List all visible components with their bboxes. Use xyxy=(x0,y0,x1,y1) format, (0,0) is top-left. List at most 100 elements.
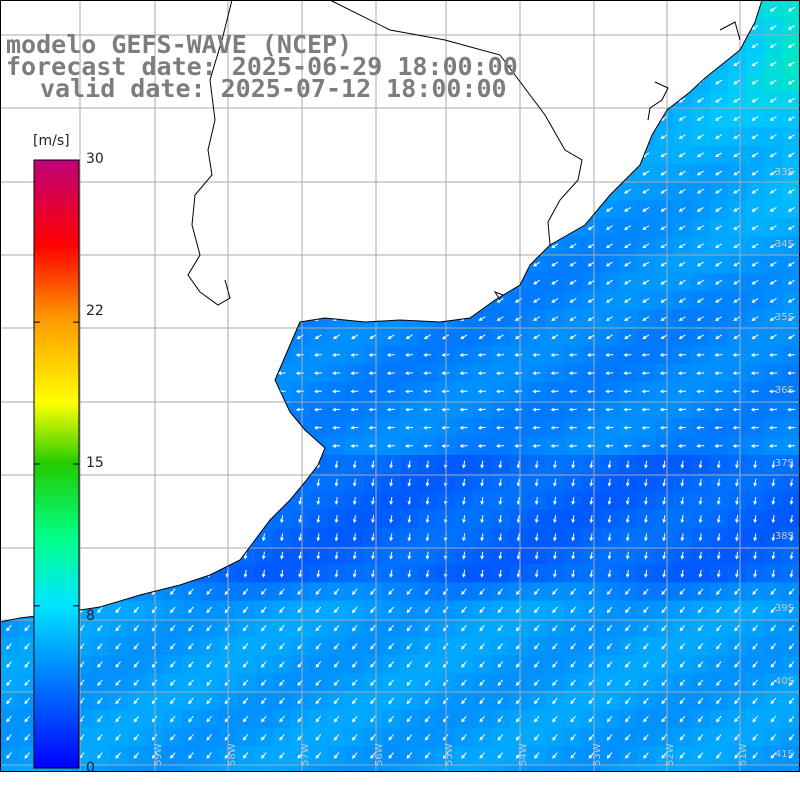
wind-arrow xyxy=(406,715,413,723)
wind-arrow xyxy=(644,460,648,469)
wind-arrow xyxy=(462,496,466,505)
wind-arrow xyxy=(587,225,595,230)
wind-arrow xyxy=(388,588,394,596)
wind-arrow xyxy=(733,170,741,176)
wind-arrow xyxy=(750,444,759,448)
wind-arrow xyxy=(170,734,176,741)
wind-arrow xyxy=(787,279,795,285)
wind-arrow xyxy=(188,734,194,741)
wind-arrow xyxy=(479,715,485,723)
wind-arrow xyxy=(333,715,340,723)
wind-arrow xyxy=(696,243,704,249)
wind-arrow xyxy=(770,643,777,650)
wind-arrow xyxy=(533,334,541,340)
wind-arrow xyxy=(188,643,194,650)
wind-arrow xyxy=(534,624,540,632)
wind-arrow xyxy=(680,533,685,542)
wind-arrow xyxy=(570,697,576,705)
wind-arrow xyxy=(752,734,758,741)
wind-arrow xyxy=(206,661,212,668)
wind-arrow xyxy=(368,407,377,412)
wind-arrow xyxy=(350,444,359,448)
colorbar-tick-30: 30 xyxy=(86,151,104,167)
wind-arrow xyxy=(642,225,650,230)
wind-arrow xyxy=(370,661,376,668)
wind-arrow xyxy=(643,679,649,687)
wind-arrow xyxy=(625,606,631,614)
wind-arrow xyxy=(787,243,795,249)
wind-arrow xyxy=(423,425,432,430)
wind-arrow xyxy=(242,752,249,759)
wind-arrow xyxy=(115,715,121,723)
latitude-label: 35S xyxy=(775,312,794,323)
wind-arrow xyxy=(388,734,394,741)
wind-arrow xyxy=(315,715,322,723)
wind-arrow xyxy=(623,371,632,376)
wind-cell xyxy=(236,764,256,772)
wind-arrow xyxy=(787,407,796,412)
wind-arrow xyxy=(133,661,140,668)
wind-arrow xyxy=(697,643,704,650)
wind-arrow xyxy=(352,643,358,650)
wind-arrow xyxy=(388,752,394,759)
wind-arrow xyxy=(715,243,723,249)
wind-arrow xyxy=(313,407,323,412)
wind-arrow xyxy=(552,715,558,723)
wind-arrow xyxy=(787,353,796,357)
wind-arrow xyxy=(261,551,266,560)
wind-arrow xyxy=(424,606,431,614)
wind-arrow xyxy=(698,569,703,578)
wind-arrow xyxy=(716,643,722,650)
wind-arrow xyxy=(642,261,650,267)
wind-arrow xyxy=(389,551,393,560)
wind-arrow xyxy=(624,225,632,230)
wind-arrow xyxy=(261,734,267,741)
wind-arrow xyxy=(625,734,631,741)
wind-arrow xyxy=(643,661,649,668)
wind-arrow xyxy=(498,460,503,469)
wind-arrow xyxy=(424,643,431,650)
wind-arrow xyxy=(787,116,795,121)
wind-arrow xyxy=(677,407,687,412)
wind-arrow xyxy=(407,478,412,487)
wind-arrow xyxy=(605,243,613,249)
wind-arrow xyxy=(769,261,777,267)
wind-arrow xyxy=(716,734,722,741)
wind-arrow xyxy=(206,734,212,741)
wind-arrow xyxy=(170,606,176,614)
wind-arrow xyxy=(261,588,267,596)
title-forecast-date: forecast date: 2025-06-29 18:00:00 xyxy=(6,52,518,81)
wind-arrow xyxy=(170,643,176,650)
wind-arrow xyxy=(115,752,121,759)
wind-arrow xyxy=(734,679,740,687)
wind-arrow xyxy=(625,752,631,759)
wind-arrow xyxy=(206,679,212,687)
wind-arrow xyxy=(279,734,285,741)
wind-arrow xyxy=(625,697,631,705)
wind-arrow xyxy=(679,752,686,759)
wind-arrow xyxy=(479,697,485,705)
wind-arrow xyxy=(680,460,685,469)
wind-arrow xyxy=(133,679,140,687)
wind-arrow xyxy=(733,152,741,158)
wind-arrow xyxy=(279,643,285,650)
wind-arrow xyxy=(389,460,393,469)
wind-arrow xyxy=(698,460,703,469)
wind-arrow xyxy=(698,478,703,487)
wind-arrow xyxy=(571,551,575,560)
wind-arrow xyxy=(624,188,632,194)
wind-arrow xyxy=(623,407,632,412)
wind-arrow xyxy=(715,79,723,85)
wind-arrow xyxy=(334,569,339,578)
wind-arrow xyxy=(350,425,359,430)
wind-arrow xyxy=(769,170,777,176)
wind-arrow xyxy=(607,569,612,578)
wind-arrow xyxy=(625,515,630,524)
wind-arrow xyxy=(678,116,686,121)
wind-arrow xyxy=(315,643,322,650)
wind-arrow xyxy=(497,661,504,668)
wind-arrow xyxy=(133,643,140,650)
wind-arrow xyxy=(370,715,376,723)
wind-arrow xyxy=(733,261,741,267)
wind-arrow xyxy=(771,460,776,469)
